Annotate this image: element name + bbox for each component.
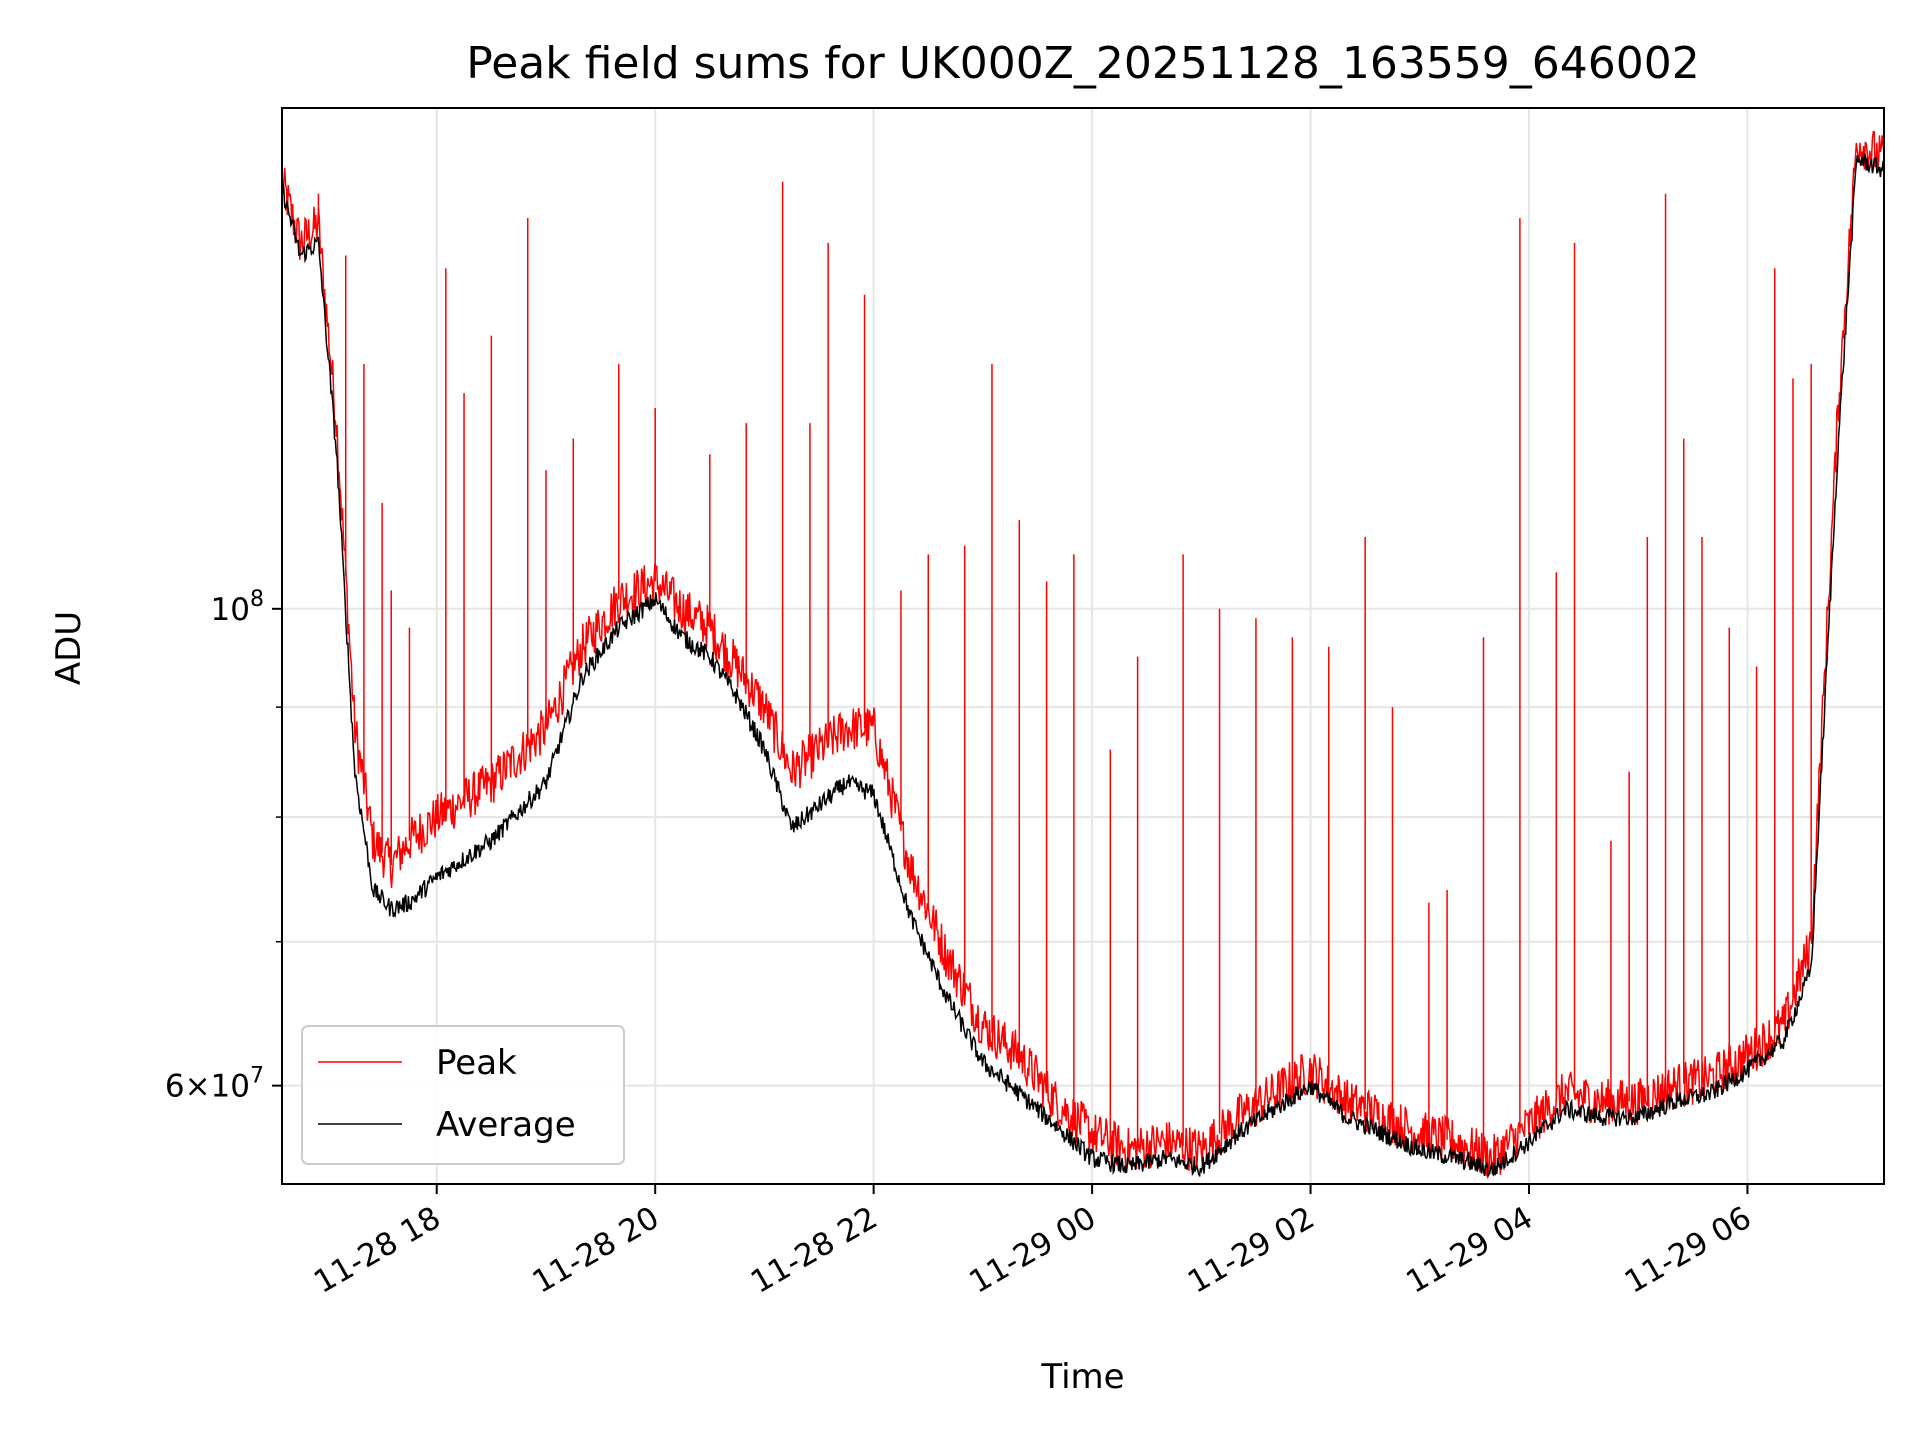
- y-tick-label: 108: [211, 587, 264, 628]
- plot-frame: [281, 107, 1885, 1185]
- legend-label-average: Average: [436, 1105, 576, 1145]
- y-tick-exponent: 8: [250, 587, 264, 612]
- x-axis-label: Time: [1040, 1357, 1124, 1397]
- y-tick-base: 10: [211, 592, 250, 628]
- y-tick-base: 10: [211, 1069, 250, 1105]
- y-axis-label: ADU: [49, 611, 89, 685]
- series-line-average: [282, 153, 1884, 1179]
- y-tick-mantissa: 6×: [165, 1069, 211, 1105]
- y-tick-exponent: 7: [250, 1064, 264, 1089]
- legend: Peak Average: [301, 1025, 625, 1165]
- legend-box: [301, 1025, 625, 1165]
- plot-series: [282, 130, 1884, 1180]
- chart-title: Peak field sums for UK000Z_20251128_1635…: [466, 38, 1700, 89]
- legend-label-peak: Peak: [436, 1043, 517, 1083]
- y-tick-label: 6×107: [165, 1064, 264, 1105]
